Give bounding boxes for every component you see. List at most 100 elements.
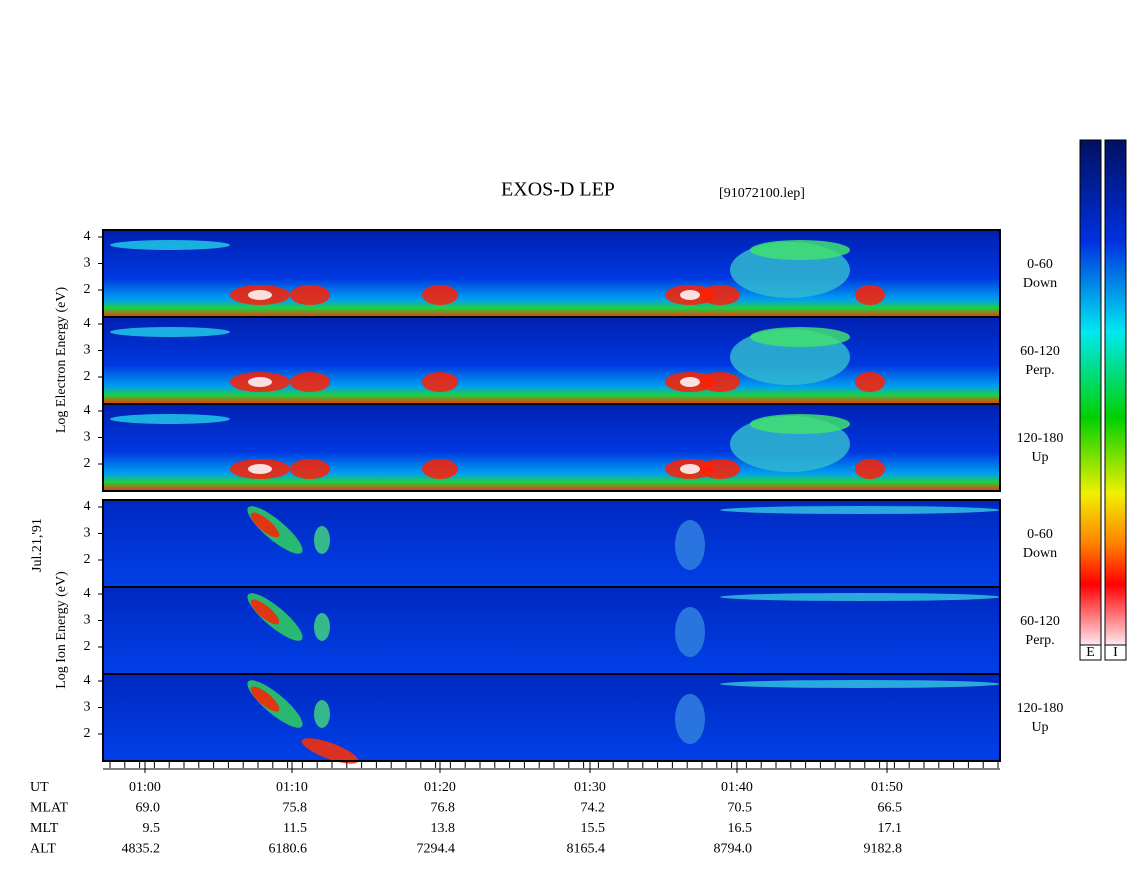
title: EXOS-D LEP xyxy=(501,179,615,201)
row-value: 8165.4 xyxy=(567,842,606,857)
colorbar xyxy=(1079,139,1102,646)
panel-direction: Down xyxy=(1023,276,1057,291)
row-value: 4835.2 xyxy=(122,842,161,857)
row-value: 76.8 xyxy=(431,801,456,816)
y-tick-label: 2 xyxy=(84,639,91,654)
row-value: 16.5 xyxy=(728,821,753,836)
panel-range: 0-60 xyxy=(1027,257,1053,272)
spectrum-feature xyxy=(680,464,700,474)
spectrum-feature xyxy=(720,593,1000,601)
row-value: 7294.4 xyxy=(417,842,456,857)
spectrum-feature xyxy=(422,285,458,305)
row-value: 01:10 xyxy=(276,780,308,795)
colorbar-label: I xyxy=(1113,645,1118,660)
plot: 4 3 2 0-60 Down 4 3 2 60-120 Perp. 4 3 2 120-180 Up 4 3 2… xyxy=(30,229,1127,857)
panel-frame xyxy=(102,673,1001,762)
spectrum-feature xyxy=(290,285,330,305)
spectrum-feature xyxy=(110,240,230,250)
y-tick-label: 2 xyxy=(84,456,91,471)
y-tick-label: 3 xyxy=(84,256,91,271)
spectrum-feature xyxy=(700,372,740,392)
spectrum-feature xyxy=(314,526,330,554)
spectrum-feature xyxy=(314,613,330,641)
row-name: MLT xyxy=(30,821,59,836)
spectrum-feature xyxy=(290,372,330,392)
panel-direction: Perp. xyxy=(1025,363,1054,378)
y-tick-label: 2 xyxy=(84,282,91,297)
spectrum-feature xyxy=(750,327,850,347)
spectrum-feature xyxy=(855,459,885,479)
colorbar xyxy=(1104,139,1127,646)
date: Jul.21,'91 xyxy=(30,518,45,572)
row-value: 9.5 xyxy=(143,821,161,836)
file-name: [91072100.lep] xyxy=(719,186,805,201)
panel-range: 0-60 xyxy=(1027,527,1053,542)
spectrum-feature xyxy=(248,377,272,387)
spectrum-feature xyxy=(248,290,272,300)
panel-range: 60-120 xyxy=(1020,344,1060,359)
y-tick-label: 3 xyxy=(84,343,91,358)
row-value: 74.2 xyxy=(581,801,606,816)
row-value: 11.5 xyxy=(283,821,307,836)
y-tick-label: 2 xyxy=(84,552,91,567)
spectrum-feature xyxy=(422,372,458,392)
spectrum-feature xyxy=(248,464,272,474)
y-tick-label: 2 xyxy=(84,369,91,384)
spectrum-feature xyxy=(675,520,705,570)
y-tick-label: 3 xyxy=(84,613,91,628)
panel-range: 120-180 xyxy=(1017,431,1064,446)
row-value: 8794.0 xyxy=(714,842,753,857)
y-tick-label: 3 xyxy=(84,526,91,541)
spectrum-feature xyxy=(750,414,850,434)
ion-ylabel: Log Ion Energy (eV) xyxy=(54,571,69,689)
spectrum-feature xyxy=(110,327,230,337)
colorbar-label-box xyxy=(1104,644,1127,661)
colorbar-label: E xyxy=(1086,645,1095,660)
spectrum-feature xyxy=(700,285,740,305)
spectrum-feature xyxy=(855,285,885,305)
y-tick-label: 4 xyxy=(84,316,91,331)
spectrum-feature xyxy=(250,599,280,625)
row-value: 17.1 xyxy=(878,821,903,836)
row-value: 01:40 xyxy=(721,780,753,795)
panel-range: 60-120 xyxy=(1020,614,1060,629)
row-value: 01:00 xyxy=(129,780,161,795)
row-value: 9182.8 xyxy=(864,842,903,857)
row-value: 01:50 xyxy=(871,780,903,795)
spectrum-feature xyxy=(250,686,280,712)
y-tick-label: 3 xyxy=(84,430,91,445)
spectrum-feature xyxy=(110,414,230,424)
panel-direction: Perp. xyxy=(1025,633,1054,648)
colorbar-label-box xyxy=(1079,644,1102,661)
row-value: 15.5 xyxy=(581,821,606,836)
panel-range: 120-180 xyxy=(1017,701,1064,716)
spectrum-feature xyxy=(290,459,330,479)
row-value: 69.0 xyxy=(136,801,161,816)
spectrum-feature xyxy=(250,512,280,538)
y-tick-label: 4 xyxy=(84,403,91,418)
spectrum-feature xyxy=(700,459,740,479)
electron-ylabel: Log Electron Energy (eV) xyxy=(54,287,69,434)
panel-direction: Up xyxy=(1031,720,1048,735)
panel-frame xyxy=(102,403,1001,492)
spectrum-feature xyxy=(314,700,330,728)
spectrum-feature xyxy=(675,694,705,744)
row-value: 01:30 xyxy=(574,780,606,795)
y-tick-label: 4 xyxy=(84,586,91,601)
row-value: 6180.6 xyxy=(269,842,308,857)
row-name: MLAT xyxy=(30,801,69,816)
spectrum-feature xyxy=(301,738,359,764)
panel-direction: Up xyxy=(1031,450,1048,465)
spectrum-feature xyxy=(675,607,705,657)
spectrum-feature xyxy=(422,459,458,479)
spectrum-feature xyxy=(680,290,700,300)
spectrum-feature xyxy=(855,372,885,392)
y-tick-label: 2 xyxy=(84,726,91,741)
row-name: UT xyxy=(30,780,49,795)
y-tick-label: 3 xyxy=(84,700,91,715)
row-value: 70.5 xyxy=(728,801,753,816)
row-value: 66.5 xyxy=(878,801,903,816)
spectrum-feature xyxy=(720,506,1000,514)
y-tick-label: 4 xyxy=(84,499,91,514)
